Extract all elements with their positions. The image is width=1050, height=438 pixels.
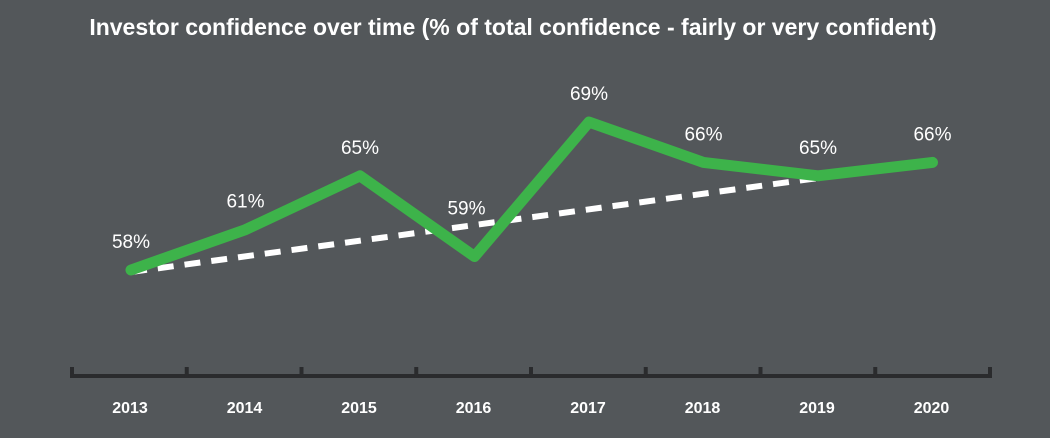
x-tick-label: 2017: [570, 400, 606, 417]
x-tick-label: 2015: [341, 400, 377, 417]
data-label: 66%: [913, 124, 951, 145]
data-label: 59%: [447, 199, 485, 220]
x-tick-labels: 2013 2014 2015 2016 2017 2018 2019 2020: [112, 400, 949, 417]
data-label: 61%: [226, 192, 264, 213]
data-label: 65%: [799, 138, 837, 159]
x-tick-label: 2018: [685, 400, 721, 417]
x-tick-label: 2014: [227, 400, 263, 417]
x-tick-label: 2019: [799, 400, 835, 417]
x-axis: [70, 367, 992, 378]
data-label: 66%: [684, 124, 722, 145]
data-label: 58%: [112, 232, 150, 253]
chart-title: Investor confidence over time (% of tota…: [89, 14, 936, 40]
x-tick-label: 2016: [456, 400, 492, 417]
series-line: [125, 116, 938, 276]
series-group: [125, 116, 938, 276]
x-tick-label: 2013: [112, 400, 148, 417]
data-label: 69%: [570, 84, 608, 105]
data-label: 65%: [341, 138, 379, 159]
data-labels: 58% 61% 65% 59% 69% 66% 65% 66%: [112, 84, 952, 253]
x-tick-label: 2020: [914, 400, 950, 417]
